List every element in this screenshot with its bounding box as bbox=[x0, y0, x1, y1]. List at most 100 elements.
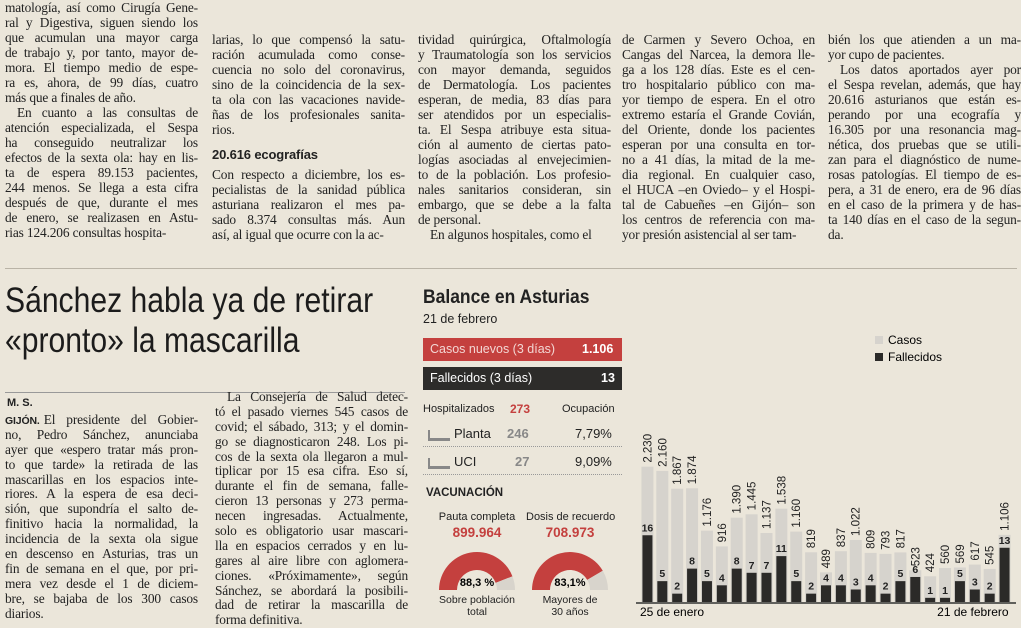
dateline: GIJÓN. bbox=[5, 415, 40, 427]
cases-label: 545 bbox=[985, 546, 997, 565]
deaths-bar bbox=[731, 568, 742, 602]
deaths-bar bbox=[984, 593, 995, 602]
text-line: ñas de los profesionales sanita- bbox=[212, 107, 405, 122]
text-line: de Carmen y Severo Ochoa, en bbox=[622, 32, 815, 47]
cases-label: 916 bbox=[717, 523, 729, 542]
text-line: que acumulan una mayor carga bbox=[5, 30, 198, 45]
deaths-label: 2 bbox=[987, 581, 993, 593]
text-line: Con respecto a diciembre, los es- bbox=[212, 167, 405, 182]
cases-bar bbox=[671, 488, 684, 602]
cases-label: 489 bbox=[821, 549, 833, 568]
text-line: mora. El tiempo medio de espe- bbox=[5, 60, 198, 75]
dotted-rule bbox=[423, 446, 622, 447]
gauge-rest bbox=[495, 576, 515, 590]
text-line: esperan por una consulta en tor- bbox=[622, 137, 815, 152]
text-line: logías asociadas al envejecimien- bbox=[418, 152, 611, 167]
text-line: ra es, ahora, de 99 días, cuatro bbox=[5, 75, 198, 90]
text-line: perando por una ecografía y bbox=[828, 107, 1021, 122]
text-line: covid; el sábado, 313; y el domin- bbox=[215, 420, 408, 435]
text-line: GIJÓN. El presidente del Gobier- bbox=[5, 413, 198, 428]
text-line: to que tarde» la retirada de las bbox=[5, 458, 198, 473]
text: gares al aire libre con aglomera- bbox=[215, 553, 408, 568]
text-line: bre, se bajaba de los 300 casos bbox=[5, 592, 198, 607]
byline: M. S. bbox=[7, 397, 33, 409]
text: Sánchez, se abordará la posibili- bbox=[215, 583, 408, 598]
cases-bar bbox=[656, 470, 669, 602]
text: diarios. bbox=[5, 606, 44, 621]
text-line: más que a finales de año. bbox=[5, 90, 136, 105]
text-line: ciones. «Próximamente», según bbox=[215, 569, 408, 584]
deaths-bar bbox=[821, 585, 831, 602]
deaths-label: 7 bbox=[764, 560, 770, 572]
text: riores. A la espera de esa deci- bbox=[5, 487, 198, 502]
deaths-bar bbox=[954, 581, 965, 602]
deaths-label: 1 bbox=[927, 585, 933, 597]
text-line: el HUCA –en Oviedo– y el Hospi- bbox=[622, 182, 815, 197]
text-line: riores. A la espera de esa deci- bbox=[5, 487, 198, 502]
text-line: En algunos hospitales, como el bbox=[430, 227, 592, 242]
text-line: solo es obligatorio usar mascari- bbox=[215, 524, 408, 539]
gauge-title: Dosis de recuerdo bbox=[526, 511, 616, 523]
text: bre, se bajaba de los 300 casos bbox=[5, 591, 198, 606]
deaths-label: 5 bbox=[704, 568, 710, 580]
table-header: Hospitalizados bbox=[423, 403, 495, 415]
deaths-label: 4 bbox=[868, 572, 874, 584]
text-line: sión, que supondría el salto de- bbox=[5, 502, 198, 517]
deaths-label: 8 bbox=[689, 556, 695, 568]
cases-label: 1.867 bbox=[672, 456, 684, 485]
cases-bar bbox=[849, 539, 862, 602]
x-label: 25 de enero bbox=[640, 605, 704, 619]
deaths-box bbox=[423, 367, 622, 390]
gauge-value bbox=[532, 552, 603, 590]
text-line: fin de semana en el que, por pri- bbox=[5, 562, 198, 577]
text-line: de trabajo y, por tanto, mayor de- bbox=[5, 45, 198, 60]
deaths-label: 5 bbox=[957, 568, 963, 580]
text-line: yor cupo de pacientes. bbox=[828, 47, 945, 62]
table-header: Ocupación bbox=[562, 403, 615, 415]
deaths-bar bbox=[701, 581, 712, 602]
bed-icon bbox=[428, 458, 450, 469]
text-line: dia regional. En cualquier caso, bbox=[622, 167, 815, 182]
cases-bar bbox=[805, 552, 818, 602]
cases-label: 1.176 bbox=[702, 498, 714, 527]
vacc-title: VACUNACIÓN bbox=[426, 487, 504, 499]
text-line: ta de espera 89.153 pacientes, bbox=[5, 165, 198, 180]
text: mascarillas en los espacios inte- bbox=[5, 472, 198, 487]
deaths-bar bbox=[687, 568, 698, 602]
deaths-bar bbox=[865, 585, 876, 602]
headline: Sánchez habla ya de retirar «pronto» la … bbox=[5, 281, 373, 361]
text-line: cuencia no solo del coronavirus, bbox=[212, 62, 405, 77]
cases-bar bbox=[939, 568, 952, 602]
deaths-value: 13 bbox=[601, 371, 615, 385]
text-line: rios. bbox=[212, 122, 235, 137]
text-line: ta 140 días en el caso de la segun- bbox=[828, 212, 1021, 227]
text-line: La Consejería de Salud detec- bbox=[215, 390, 408, 405]
text-line: de enero, se realizasen en Astu- bbox=[5, 210, 198, 225]
cases-bar bbox=[879, 553, 892, 602]
text: en descenso en Asturias, tras un bbox=[5, 547, 198, 562]
text: tiplicar por 15 esa cifra. Eso sí, bbox=[215, 464, 408, 479]
text-line: zan para el diagnóstico de nume- bbox=[828, 152, 1021, 167]
text-line: go se diagnosticaron 248. Los pi- bbox=[215, 435, 408, 450]
gauge-count: 708.973 bbox=[545, 525, 595, 540]
text: durante el fin de semana, falle- bbox=[215, 479, 408, 494]
text-line: incidencia de la sexta ola sigue bbox=[5, 532, 198, 547]
text-line: finitivo hacia la normalidad, la bbox=[5, 517, 198, 532]
text-line: durante el fin de semana, falle- bbox=[215, 479, 408, 494]
text-line: ayer que «espero tratar más pron- bbox=[5, 443, 198, 458]
text-line: mera vez desde el 1 de diciem- bbox=[5, 577, 198, 592]
gauge-caption: 30 años bbox=[551, 606, 589, 618]
text-line: así, al igual que ocurre con la ac- bbox=[212, 227, 384, 242]
date: 21 de febrero bbox=[423, 312, 498, 326]
cases-label: 837 bbox=[836, 528, 848, 547]
headline-line: «pronto» la mascarilla bbox=[5, 321, 300, 360]
text: no, Pedro Sánchez, anunciaba bbox=[5, 427, 198, 442]
cases-bar bbox=[924, 576, 937, 602]
text-line: gares al aire libre con aglomera- bbox=[215, 554, 408, 569]
cases-label: 1.160 bbox=[791, 499, 803, 528]
gauge-count: 899.964 bbox=[452, 525, 502, 540]
text-line: forma definitiva. bbox=[215, 613, 408, 628]
row-occupancy: 9,09% bbox=[575, 454, 612, 469]
text-line: bién los que atienden a un ma- bbox=[828, 32, 1021, 47]
